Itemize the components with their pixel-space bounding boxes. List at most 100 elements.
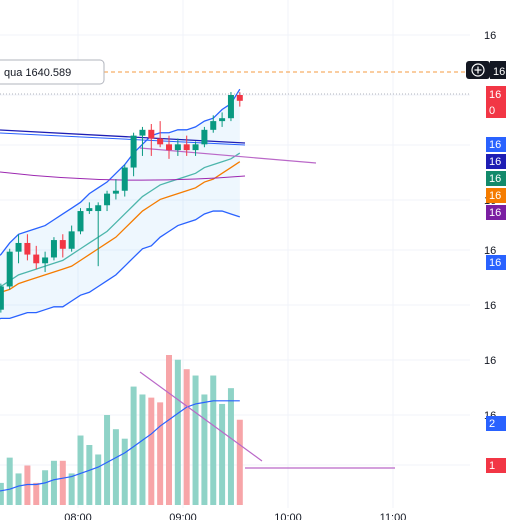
candle-body — [104, 193, 111, 206]
candle-body — [210, 121, 217, 130]
moving-average-line — [0, 161, 241, 294]
candle-body — [0, 286, 4, 310]
price-tick-label: 16 — [484, 245, 496, 257]
price-tag — [486, 86, 506, 102]
price-tag-text: 2 — [489, 418, 495, 430]
volume-bar — [15, 473, 22, 505]
bollinger-upper-line — [0, 88, 241, 256]
volume-bar — [33, 482, 40, 505]
volume-ma-line — [0, 400, 240, 492]
candle-body — [59, 240, 66, 249]
volume-bar — [121, 438, 128, 505]
time-tick-label: 09:00 — [169, 512, 197, 520]
price-tag-text: 0 — [489, 105, 495, 117]
candle-body — [50, 240, 57, 258]
price-tag-text: 16 — [489, 156, 501, 168]
price-tag — [486, 188, 506, 203]
price-tag-text: 16 — [489, 207, 501, 219]
candle-body — [24, 242, 31, 255]
bollinger-band-fill — [0, 89, 240, 319]
price-tag-text: 16 — [489, 190, 501, 202]
candle-body — [68, 231, 75, 249]
candle-body — [121, 167, 128, 191]
price-tick-label: 16 — [484, 30, 496, 42]
candle-body — [86, 208, 93, 212]
volume-bar — [227, 388, 234, 505]
candle-body — [174, 144, 181, 151]
price-tag — [486, 137, 506, 152]
volume-bar — [201, 394, 208, 505]
volume-bar — [42, 470, 49, 505]
plus-icon — [471, 63, 485, 77]
volume-bar — [130, 386, 137, 505]
volume-bar — [50, 460, 57, 505]
price-tag-text: 16 — [489, 139, 501, 151]
alert-label-text: qua 1640.589 — [4, 67, 71, 79]
price-tag — [490, 61, 506, 79]
price-tag-text: 16 — [493, 66, 505, 78]
candle-body — [166, 144, 172, 151]
candle-body — [157, 138, 164, 145]
volume-bar — [24, 465, 31, 505]
candle-body — [219, 118, 226, 122]
price-tag — [486, 154, 506, 169]
candle-body — [201, 129, 208, 145]
volume-bar — [157, 402, 164, 505]
volume-bar — [166, 355, 172, 505]
volume-bar — [112, 429, 119, 505]
price-tag-text: 1 — [489, 460, 495, 472]
time-axis[interactable] — [0, 508, 470, 520]
price-tag-text: 16 — [489, 173, 501, 185]
time-tick-label: 08:00 — [64, 512, 92, 520]
volume-bar — [183, 369, 190, 505]
volume-bar — [77, 435, 84, 505]
volume-bar — [0, 482, 4, 505]
candle-body — [42, 257, 49, 264]
trend-line-volume[interactable] — [139, 371, 263, 462]
price-tick-label: 16 — [484, 300, 496, 312]
candle-body — [6, 251, 13, 287]
volume-bar — [210, 375, 217, 505]
volume-bar — [219, 403, 226, 505]
candle-body — [130, 135, 137, 168]
volume-bar — [104, 415, 111, 505]
candle-body — [148, 129, 155, 139]
price-tick-label: 16 — [484, 355, 496, 367]
volume-bar — [86, 445, 93, 505]
volume-bar — [174, 359, 181, 505]
candle-body — [139, 129, 146, 136]
volume-bar — [59, 460, 66, 505]
volume-bar — [192, 375, 199, 505]
volume-bar — [236, 419, 243, 505]
volume-bar — [6, 457, 13, 505]
volume-bar — [148, 397, 155, 505]
price-tag — [486, 171, 506, 186]
time-tick-label: 10:00 — [274, 512, 302, 520]
candle-body — [15, 242, 22, 252]
candle-body — [236, 95, 243, 101]
time-tick-label: 11:00 — [380, 512, 407, 520]
volume-bar — [68, 473, 75, 505]
candle-body — [77, 211, 84, 232]
volume-bar — [139, 394, 146, 505]
candle-body — [183, 144, 190, 151]
ma-longest-line — [0, 171, 246, 181]
volume-bar — [95, 454, 102, 505]
candle-body — [95, 205, 102, 212]
price-tag — [486, 255, 506, 270]
candle-body — [227, 95, 234, 119]
price-tag-text: 16 — [489, 257, 501, 269]
price-tag — [486, 102, 506, 118]
price-tag — [486, 458, 506, 473]
candle-body — [112, 190, 119, 194]
alert-label-box[interactable] — [0, 59, 105, 85]
candle-body — [33, 254, 40, 264]
price-tag — [486, 205, 506, 220]
price-tag-text: 16 — [489, 89, 501, 101]
candle-body — [192, 144, 199, 151]
bollinger-basis-line — [0, 152, 241, 288]
bollinger-lower-line — [0, 210, 241, 320]
price-tag — [486, 416, 506, 431]
